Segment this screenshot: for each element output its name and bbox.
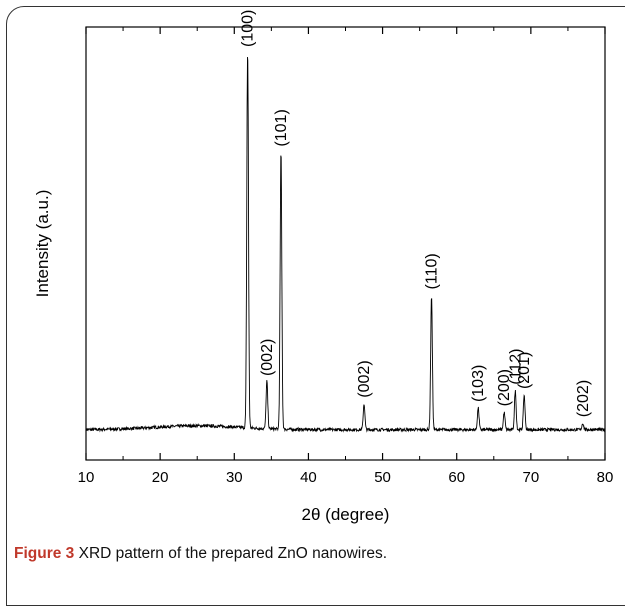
peak-label: (201)	[516, 352, 533, 389]
peak-label: (202)	[575, 380, 592, 417]
x-tick-label: 60	[448, 469, 465, 486]
figure-caption: Figure 3 XRD pattern of the prepared ZnO…	[14, 545, 387, 563]
caption-label: Figure 3	[14, 545, 75, 562]
x-tick-label: 30	[226, 469, 243, 486]
xrd-chart: 10 20 30 40 50 60 70 80 2θ (degree) Intensity (a.…	[33, 10, 614, 524]
x-tick-label: 70	[523, 469, 540, 486]
xrd-series-line	[85, 56, 606, 433]
x-tick-label: 50	[374, 469, 391, 486]
x-tick-label: 10	[78, 469, 95, 486]
plot-area	[85, 26, 606, 461]
peak-label: (101)	[273, 109, 290, 146]
peak-label: (002)	[356, 360, 373, 397]
caption-text: XRD pattern of the prepared ZnO nanowire…	[78, 545, 388, 562]
peak-label: (200)	[496, 369, 513, 406]
peak-label: (112)	[507, 349, 524, 385]
peak-label: (002)	[259, 339, 276, 376]
peak-label: (110)	[424, 253, 441, 289]
y-axis-label: Intensity (a.u.)	[33, 190, 52, 298]
x-tick-label: 80	[597, 469, 614, 486]
x-axis-label: 2θ (degree)	[302, 505, 390, 524]
peak-label: (100)	[240, 10, 257, 47]
peak-label: (103)	[470, 365, 487, 402]
x-tick-label: 40	[300, 469, 317, 486]
x-tick-label: 20	[152, 469, 169, 486]
